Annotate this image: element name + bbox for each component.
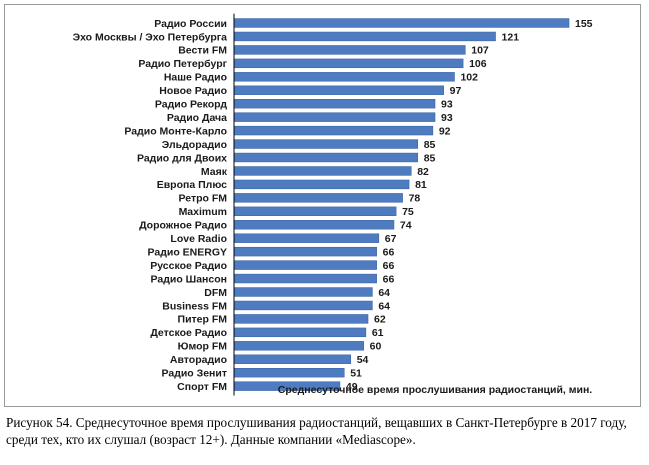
x-axis-title: Среднесуточное время прослушивания радио… xyxy=(278,384,593,396)
value-label: 62 xyxy=(374,314,386,326)
category-label: Business FM xyxy=(162,300,227,312)
value-label: 67 xyxy=(385,233,397,245)
bar-chart: Радио России 155 Эхо Москвы / Эхо Петербур… xyxy=(73,13,593,396)
bar xyxy=(233,246,377,257)
bar xyxy=(233,166,412,176)
bar xyxy=(233,260,377,270)
category-label: Радио для Двоих xyxy=(137,152,227,164)
bar xyxy=(233,367,345,378)
category-label: Love Radio xyxy=(170,233,227,245)
category-label: Радио Дача xyxy=(167,112,227,124)
bar xyxy=(233,45,466,55)
category-label: Радио ENERGY xyxy=(148,246,228,258)
value-label: 64 xyxy=(378,300,390,312)
value-label: 82 xyxy=(417,166,429,178)
bar xyxy=(233,233,380,243)
value-label: 66 xyxy=(383,246,395,258)
value-label: 64 xyxy=(378,287,390,299)
category-label: Эльдорадио xyxy=(162,139,227,151)
bar xyxy=(233,58,464,69)
category-label: Новое Радио xyxy=(159,85,227,97)
value-label: 102 xyxy=(460,72,478,84)
value-label: 51 xyxy=(350,368,362,380)
bar xyxy=(233,273,377,284)
bar xyxy=(233,112,436,122)
bar xyxy=(233,300,373,311)
bar xyxy=(233,99,436,109)
bar xyxy=(233,72,455,82)
category-label: DFM xyxy=(204,287,227,299)
category-label: Ретро FM xyxy=(179,193,228,205)
value-label: 74 xyxy=(400,220,412,232)
category-label: Русское Радио xyxy=(150,260,227,272)
category-label: Вести FM xyxy=(178,45,227,57)
value-label: 54 xyxy=(357,354,369,366)
value-label: 81 xyxy=(415,179,427,191)
category-label: Радио Монте-Карло xyxy=(124,125,227,137)
bar xyxy=(233,193,403,203)
bars-layer: Радио России 155 Эхо Москвы / Эхо Петербур… xyxy=(73,18,593,393)
value-label: 97 xyxy=(450,85,462,97)
category-label: Питер FM xyxy=(178,314,228,326)
value-label: 49 xyxy=(346,381,358,393)
bar xyxy=(233,139,419,149)
value-label: 85 xyxy=(424,152,436,164)
category-label: Радио Петербург xyxy=(138,58,227,70)
category-label: Детское Радио xyxy=(150,327,227,339)
value-label: 92 xyxy=(439,125,451,137)
bar xyxy=(233,152,419,163)
bar xyxy=(233,341,364,351)
value-label: 155 xyxy=(575,18,593,30)
value-label: 66 xyxy=(383,260,395,272)
category-label: Наше Радио xyxy=(164,72,227,84)
figure-caption: Рисунок 54. Среднесуточное время прослуш… xyxy=(6,415,627,447)
value-label: 78 xyxy=(409,193,421,205)
category-label: Maximum xyxy=(179,206,227,218)
value-label: 66 xyxy=(383,273,395,285)
bar xyxy=(233,206,397,216)
bar xyxy=(233,287,373,297)
category-label: Юмор FM xyxy=(178,341,228,353)
category-label: Дорожное Радио xyxy=(139,220,227,232)
value-label: 75 xyxy=(402,206,414,218)
bar xyxy=(233,179,410,190)
category-label: Радио Рекорд xyxy=(155,99,227,111)
bar xyxy=(233,354,352,364)
chart-frame: Радио России 155 Эхо Москвы / Эхо Петербур… xyxy=(4,4,641,407)
category-label: Авторадио xyxy=(170,354,227,366)
value-label: 93 xyxy=(441,112,453,124)
bar xyxy=(233,125,434,136)
bar xyxy=(233,31,496,42)
bar xyxy=(233,18,570,28)
value-label: 93 xyxy=(441,99,453,111)
category-label: Радио Шансон xyxy=(151,273,227,285)
value-label: 61 xyxy=(372,327,384,339)
category-label: Радио России xyxy=(154,18,227,30)
value-label: 60 xyxy=(370,341,382,353)
value-label: 106 xyxy=(469,58,487,70)
bar xyxy=(233,220,395,230)
value-label: 85 xyxy=(424,139,436,151)
category-label: Спорт FM xyxy=(177,381,227,393)
value-label: 121 xyxy=(502,31,520,43)
bar xyxy=(233,327,367,338)
category-label: Радио Зенит xyxy=(161,368,227,380)
category-label: Эхо Москвы / Эхо Петербурга xyxy=(73,31,228,43)
bar xyxy=(233,314,369,324)
bar xyxy=(233,85,444,95)
value-label: 107 xyxy=(471,45,489,57)
category-label: Европа Плюс xyxy=(157,179,227,191)
category-label: Маяк xyxy=(201,166,228,178)
